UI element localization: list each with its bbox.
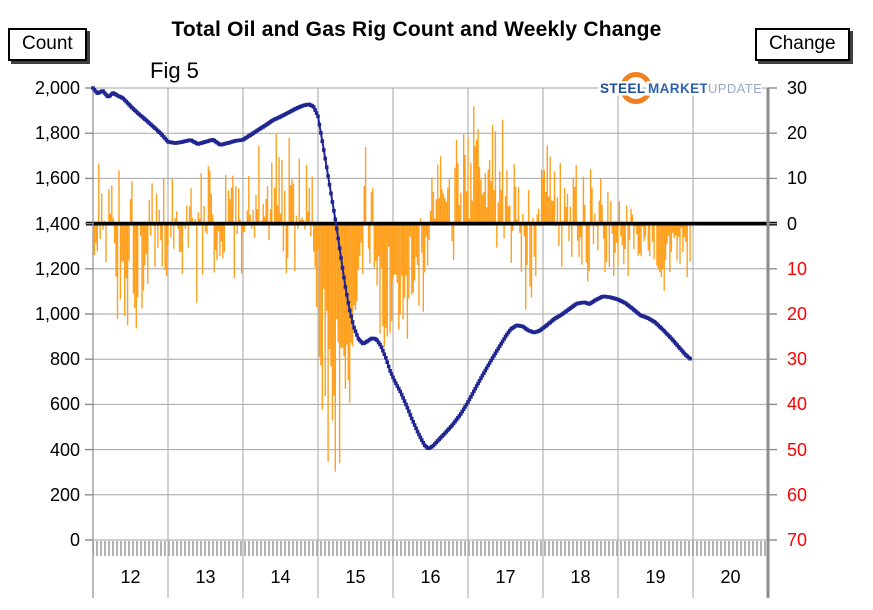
y-axis-tick-label: 0	[787, 213, 798, 234]
y-axis-tick-label: 30	[787, 78, 808, 98]
gridlines	[93, 87, 768, 541]
x-axis-year-label: 14	[270, 567, 291, 587]
logo-ring-icon	[620, 72, 652, 104]
x-axis-year-label: 16	[420, 567, 441, 587]
x-axis-year-label: 19	[645, 567, 666, 587]
x-axis-year-label: 17	[495, 567, 516, 587]
x-axis-year-label: 18	[570, 567, 591, 587]
y-axis-tick-label: 1,000	[34, 304, 80, 324]
y-axis-tick-label: 1,800	[34, 123, 80, 144]
x-axis-year-label: 20	[720, 567, 741, 587]
y-axis-tick-label: 20	[787, 304, 808, 324]
y-axis-tick-label: 20	[787, 123, 808, 144]
y-axis-tick-label: 1,600	[34, 168, 80, 189]
x-axis-year-label: 13	[195, 567, 216, 587]
fig-number-label: Fig 5	[150, 58, 199, 83]
y-axis-tick-label: 40	[787, 394, 808, 415]
logo-text-update: UPDATE	[708, 81, 762, 96]
weekly-change-bars	[93, 106, 691, 472]
y-axis-tick-label: 800	[49, 349, 80, 370]
y-axis-tick-label: 600	[49, 394, 80, 415]
y-axis-tick-label: 60	[787, 484, 808, 505]
hatch-band	[93, 541, 768, 556]
logo-text-steel: STEEL	[600, 81, 646, 96]
count-axis-box: Count	[8, 28, 87, 61]
y-axis-tick-label: 50	[787, 439, 808, 460]
y-axis-tick-label: 1,400	[34, 213, 80, 234]
rig-count-line	[91, 86, 692, 450]
y-axis-tick-label: 200	[49, 484, 80, 505]
y-axis-tick-label: 10	[787, 168, 808, 189]
change-axis-box: Change	[755, 28, 850, 61]
y-axis-tick-label: 2,000	[34, 78, 80, 98]
axis-frame	[85, 87, 777, 598]
y-axis-tick-label: 400	[49, 439, 80, 460]
steel-market-update-logo: STEEL MARKET UPDATE	[598, 72, 762, 104]
y-axis-tick-label: 70	[787, 530, 808, 550]
y-axis-tick-label: 10	[787, 258, 808, 279]
logo-text-market: MARKET	[648, 81, 708, 96]
x-axis-year-label: 15	[345, 567, 366, 587]
y-axis-tick-label: 0	[69, 530, 80, 550]
chart-title: Total Oil and Gas Rig Count and Weekly C…	[171, 18, 662, 41]
x-axis-year-label: 12	[120, 567, 141, 587]
y-axis-tick-label: 1,200	[34, 258, 80, 279]
y-axis-tick-label: 30	[787, 349, 808, 370]
